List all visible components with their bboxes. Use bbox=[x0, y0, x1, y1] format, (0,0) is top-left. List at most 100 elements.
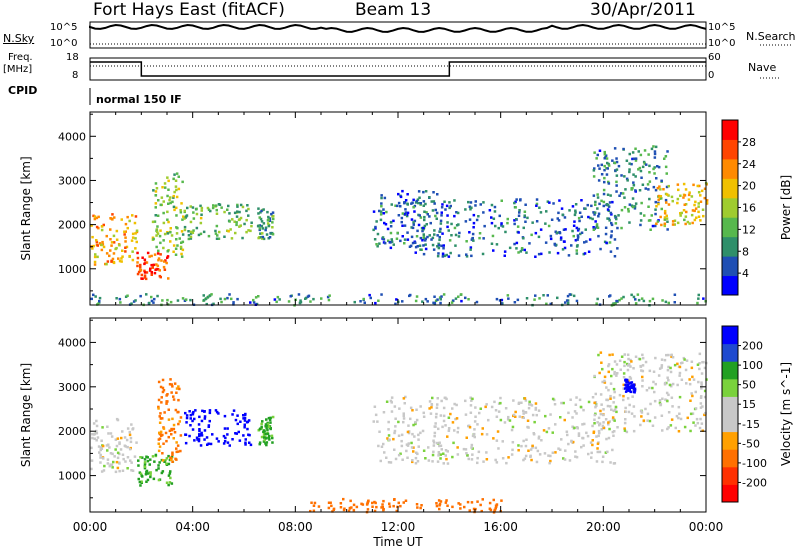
velocity-echo-cell bbox=[666, 368, 670, 372]
velocity-echo-cell bbox=[367, 499, 370, 502]
power-echo-cell bbox=[437, 246, 441, 250]
power-echo-cell bbox=[615, 168, 619, 171]
velocity-echo-cell bbox=[577, 434, 581, 437]
velocity-echo-cell bbox=[451, 407, 454, 410]
velocity-echo-cell bbox=[159, 385, 163, 389]
power-echo-cell bbox=[249, 301, 252, 304]
power-echo-cell bbox=[150, 295, 153, 299]
power-echo-cell bbox=[438, 296, 442, 299]
power-echo-cell bbox=[644, 187, 647, 190]
power-echo-cell bbox=[110, 241, 114, 244]
velocity-echo-cell bbox=[438, 504, 441, 507]
velocity-echo-cell bbox=[622, 394, 625, 398]
power-echo-cell bbox=[628, 170, 631, 174]
velocity-echo-cell bbox=[172, 427, 176, 431]
power-echo-cell bbox=[93, 260, 97, 264]
velocity-echo-cell bbox=[446, 504, 449, 507]
velocity-echo-cell bbox=[691, 394, 694, 398]
power-echo-cell bbox=[515, 198, 518, 201]
velocity-echo-cell bbox=[129, 440, 133, 444]
velocity-echo-cell bbox=[245, 421, 249, 424]
velocity-echo-cell bbox=[198, 415, 201, 419]
velocity-echo-cell bbox=[490, 405, 494, 409]
power-echo-cell bbox=[464, 296, 467, 300]
power-colorbar-swatch bbox=[722, 120, 738, 140]
power-echo-cell bbox=[236, 205, 239, 208]
power-echo-cell bbox=[175, 172, 179, 175]
velocity-echo-cell bbox=[609, 397, 612, 400]
velocity-echo-cell bbox=[507, 456, 510, 459]
power-echo-cell bbox=[137, 270, 141, 274]
velocity-echo-cell bbox=[161, 433, 164, 437]
power-echo-cell bbox=[399, 239, 402, 243]
velocity-echo-cell bbox=[520, 444, 523, 448]
velocity-echo-cell bbox=[437, 452, 441, 455]
velocity-echo-cell bbox=[431, 460, 434, 463]
velocity-colorbar-swatch bbox=[722, 449, 738, 468]
power-colorbar-swatch bbox=[722, 178, 738, 199]
power-echo-cell bbox=[617, 214, 620, 217]
velocity-echo-cell bbox=[442, 452, 445, 455]
power-echo-cell bbox=[653, 150, 657, 153]
velocity-echo-cell bbox=[198, 429, 201, 433]
power-echo-cell bbox=[134, 232, 137, 235]
velocity-echo-cell bbox=[593, 374, 596, 378]
velocity-echo-cell bbox=[128, 430, 131, 434]
velocity-echo-cell bbox=[527, 406, 531, 410]
velocity-echo-cell bbox=[479, 503, 482, 507]
power-echo-cell bbox=[464, 208, 467, 211]
velocity-echo-cell bbox=[678, 365, 682, 369]
power-echo-cell bbox=[535, 204, 538, 207]
power-echo-cell bbox=[504, 230, 507, 234]
power-echo-cell bbox=[126, 215, 129, 219]
velocity-echo-cell bbox=[198, 428, 201, 431]
velocity-echo-cell bbox=[387, 438, 391, 441]
power-echo-cell bbox=[139, 268, 143, 272]
power-echo-cell bbox=[500, 199, 503, 202]
velocity-echo-cell bbox=[159, 417, 163, 420]
power-echo-cell bbox=[465, 253, 468, 256]
velocity-echo-cell bbox=[648, 386, 651, 390]
velocity-echo-cell bbox=[625, 430, 629, 434]
velocity-echo-cell bbox=[347, 509, 351, 513]
velocity-echo-cell bbox=[244, 441, 247, 444]
velocity-echo-cell bbox=[313, 501, 317, 505]
velocity-echo-cell bbox=[377, 444, 380, 448]
velocity-echo-cell bbox=[407, 442, 410, 445]
power-echo-cell bbox=[433, 202, 436, 205]
velocity-echo-cell bbox=[141, 456, 144, 459]
velocity-echo-cell bbox=[415, 451, 418, 454]
power-echo-cell bbox=[537, 235, 541, 239]
power-echo-cell bbox=[567, 254, 571, 257]
power-echo-cell bbox=[380, 194, 383, 197]
power-echo-cell bbox=[697, 297, 700, 300]
velocity-echo-cell bbox=[471, 434, 475, 438]
power-echo-cell bbox=[422, 204, 425, 207]
power-echo-cell bbox=[126, 294, 129, 297]
power-echo-cell bbox=[93, 217, 97, 221]
power-echo-cell bbox=[556, 296, 559, 300]
velocity-echo-cell bbox=[487, 418, 490, 422]
power-echo-cell bbox=[166, 303, 170, 306]
velocity-echo-cell bbox=[146, 478, 150, 482]
power-echo-cell bbox=[600, 163, 603, 167]
power-echo-cell bbox=[602, 200, 606, 204]
power-echo-cell bbox=[613, 255, 617, 258]
velocity-echo-cell bbox=[237, 430, 240, 434]
power-echo-cell bbox=[610, 230, 613, 233]
power-echo-cell bbox=[262, 222, 266, 225]
power-echo-cell bbox=[166, 256, 169, 259]
velocity-echo-cell bbox=[265, 441, 269, 444]
power-echo-cell bbox=[152, 237, 155, 241]
velocity-echo-cell bbox=[560, 401, 563, 405]
power-echo-cell bbox=[610, 223, 614, 227]
velocity-echo-cell bbox=[264, 442, 267, 445]
velocity-echo-cell bbox=[120, 436, 123, 440]
power-echo-cell bbox=[181, 248, 185, 252]
velocity-echo-cell bbox=[113, 455, 116, 458]
power-echo-cell bbox=[312, 297, 315, 301]
power-echo-cell bbox=[401, 212, 405, 215]
velocity-echo-cell bbox=[401, 458, 404, 461]
power-echo-cell bbox=[444, 208, 447, 211]
power-echo-cell bbox=[389, 231, 393, 235]
